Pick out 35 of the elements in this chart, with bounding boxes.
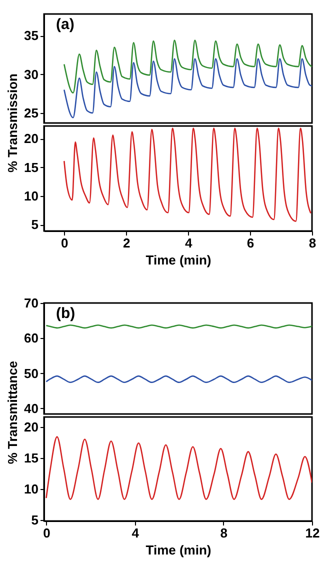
x-tick-label: 8 [308,236,316,250]
line-series [63,40,312,94]
y-axis-title: % Transmittance [5,360,20,464]
y-tick-label: 20 [24,419,38,434]
x-tick-label: 4 [132,526,140,540]
y-axis-title: % Transmission [5,73,20,172]
x-tick-label: 0 [61,236,68,250]
x-axis-title: Time (min) [146,252,212,268]
x-tick-label: 2 [122,236,130,250]
y-tick-label: 10 [24,188,38,204]
y-tick-label: 25 [24,105,38,120]
x-tick-label: 0 [43,526,50,540]
y-tick-label: 20 [24,131,38,146]
annotation: (b) [56,305,76,322]
y-tick-label: 35 [24,28,38,44]
x-tick-label: 6 [246,236,254,250]
x-tick-label: 12 [305,526,320,540]
y-tick-label: 5 [31,217,38,232]
y-tick-label: 70 [24,296,38,310]
y-tick-label: 5 [31,512,38,528]
line-series [46,375,312,384]
x-axis-title: Time (min) [146,542,212,558]
y-tick-label: 15 [24,450,38,466]
x-tick-label: 8 [220,526,228,540]
y-tick-label: 40 [24,400,38,416]
x-tick-label: 4 [184,236,193,250]
y-tick-label: 50 [24,366,38,381]
annotation: (a) [56,16,74,33]
line-series [63,128,312,222]
y-tick-label: 30 [24,66,38,82]
y-tick-label: 60 [24,330,38,346]
line-series [63,58,312,118]
y-tick-label: 15 [24,160,38,175]
line-series [46,436,312,500]
y-tick-label: 10 [24,481,38,496]
